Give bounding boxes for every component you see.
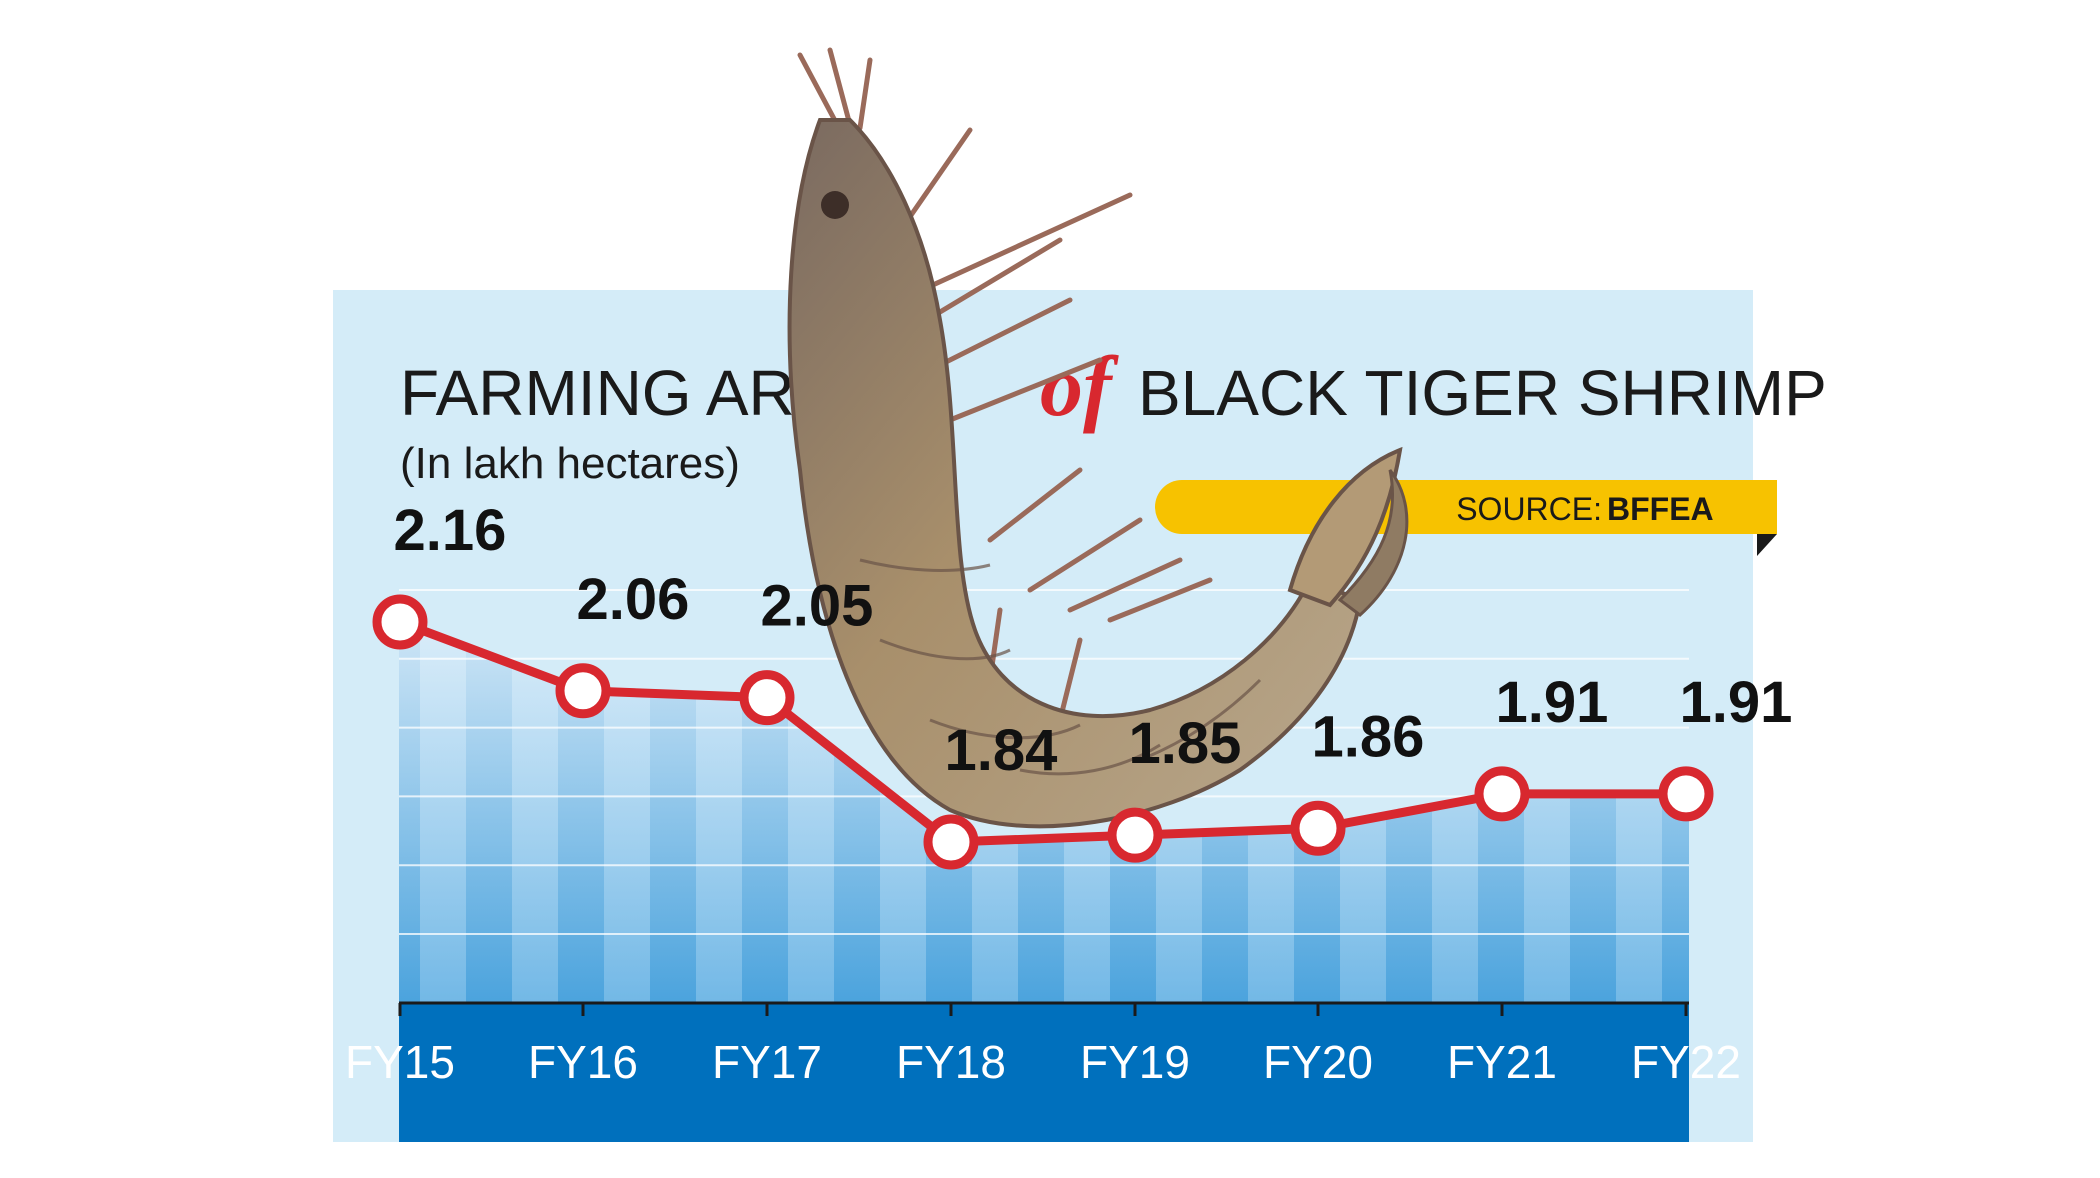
x-tick-label: FY20 — [1263, 1036, 1373, 1088]
shrimp-illustration — [787, 47, 1409, 829]
data-point-marker — [739, 670, 795, 726]
title-of: of — [1040, 338, 1119, 434]
x-tick-label: FY22 — [1631, 1036, 1741, 1088]
title-part2: BLACK TIGER SHRIMP — [1138, 357, 1827, 429]
data-point-marker — [1290, 800, 1346, 856]
data-value-label: 2.05 — [761, 574, 874, 639]
data-point-marker — [555, 663, 611, 719]
x-tick-label: FY19 — [1080, 1036, 1190, 1088]
x-axis-ticks: FY15 FY16 FY17 FY18 FY19 FY20 FY21 FY22 — [345, 1003, 1741, 1088]
x-tick-label: FY17 — [712, 1036, 822, 1088]
source-tag: SOURCE: BFFEA — [1155, 480, 1777, 556]
data-point-marker — [1107, 807, 1163, 863]
data-value-label: 1.84 — [945, 718, 1058, 783]
x-tick-label: FY21 — [1447, 1036, 1557, 1088]
data-point-marker — [1658, 766, 1714, 822]
data-point-marker — [372, 594, 428, 650]
x-tick-label: FY15 — [345, 1036, 455, 1088]
data-value-label: 2.16 — [394, 498, 507, 563]
x-axis-band — [399, 1003, 1689, 1142]
data-value-label: 1.86 — [1312, 704, 1425, 769]
source-value: BFFEA — [1607, 491, 1714, 527]
x-tick-label: FY16 — [528, 1036, 638, 1088]
data-value-label: 1.91 — [1680, 670, 1793, 735]
area-stripe — [420, 622, 466, 1003]
source-label: SOURCE: — [1456, 491, 1602, 527]
data-value-label: 1.85 — [1129, 711, 1242, 776]
area-stripe — [512, 622, 558, 1003]
subtitle: (In lakh hectares) — [400, 439, 740, 488]
data-value-label: 2.06 — [577, 567, 690, 632]
data-point-marker — [923, 814, 979, 870]
series-line — [398, 617, 1686, 847]
data-value-label: 1.91 — [1496, 670, 1609, 735]
data-series: 2.16 2.06 2.05 1.84 1.85 1.86 1.91 1.91 — [372, 498, 1793, 870]
x-tick-label: FY18 — [896, 1036, 1006, 1088]
data-point-marker — [1474, 766, 1530, 822]
